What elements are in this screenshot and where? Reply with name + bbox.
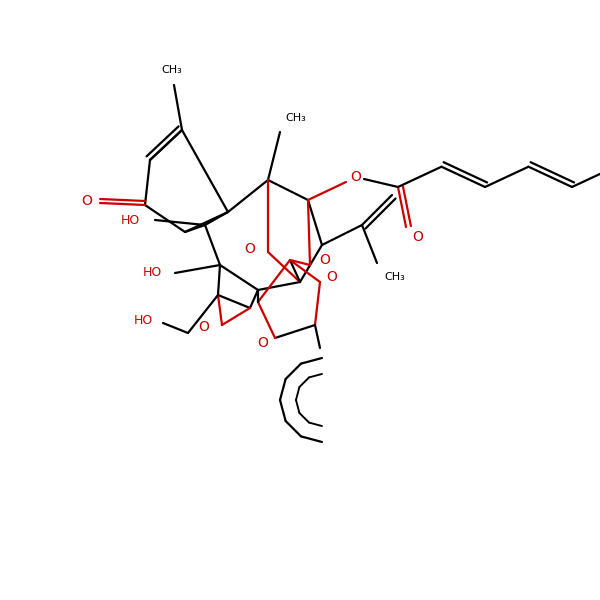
Text: O: O [199, 320, 209, 334]
Text: O: O [320, 253, 331, 267]
Text: O: O [257, 336, 268, 350]
Text: HO: HO [121, 214, 140, 226]
Text: CH₃: CH₃ [384, 272, 405, 282]
Text: O: O [245, 242, 256, 256]
Text: O: O [350, 170, 361, 184]
Text: CH₃: CH₃ [285, 113, 306, 123]
Text: O: O [82, 194, 92, 208]
Text: O: O [326, 270, 337, 284]
Text: CH₃: CH₃ [161, 65, 182, 75]
Text: O: O [413, 230, 424, 244]
Text: HO: HO [133, 313, 152, 326]
Text: HO: HO [142, 266, 161, 280]
